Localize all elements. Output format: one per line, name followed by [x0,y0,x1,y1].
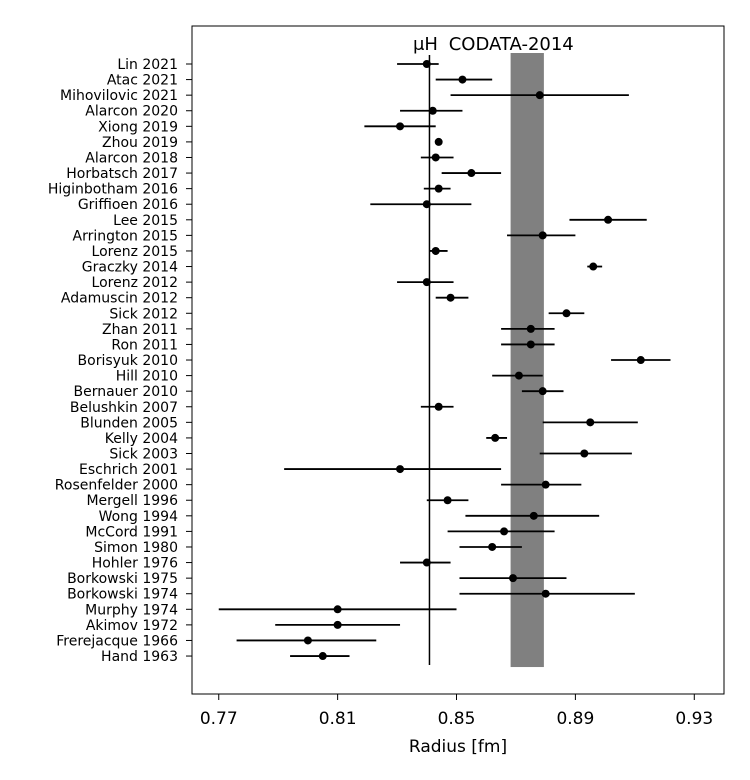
point-mihovilovic-2021 [535,91,544,100]
point-arrington-2015 [538,231,547,240]
point-griffioen-2016 [422,200,431,209]
y-label-borisyuk-2010: Borisyuk 2010 [78,353,178,369]
data-marks [218,60,671,661]
y-label-adamuscin-2012: Adamuscin 2012 [61,291,178,307]
y-label-rosenfelder-2000: Rosenfelder 2000 [55,478,178,494]
point-adamuscin-2012 [446,293,455,302]
y-label-sick-2003: Sick 2003 [109,447,178,463]
point-simon-1980 [488,542,497,551]
y-label-horbatsch-2017: Horbatsch 2017 [66,166,178,182]
codata-band [510,53,544,668]
y-label-wong-1994: Wong 1994 [99,509,179,525]
y-label-arrington-2015: Arrington 2015 [73,228,179,244]
y-label-hill-2010: Hill 2010 [116,369,178,385]
point-frerejacque-1966 [303,636,312,645]
point-mccord-1991 [500,527,509,536]
y-label-higinbotham-2016: Higinbotham 2016 [48,182,178,198]
y-label-blunden-2005: Blunden 2005 [80,415,178,431]
point-xiong-2019 [396,122,405,131]
point-hohler-1976 [422,558,431,567]
point-alarcon-2020 [428,106,437,115]
y-label-atac-2021: Atac 2021 [107,73,178,89]
x-tick-label-4: 0.93 [675,709,713,729]
point-kelly-2004 [491,433,500,442]
codata-label: CODATA-2014 [449,34,574,55]
y-label-sick-2012: Sick 2012 [109,306,178,322]
x-tick-label-0: 0.77 [200,709,238,729]
point-lorenz-2015 [431,246,440,255]
y-label-frerejacque-1966: Frerejacque 1966 [56,633,178,649]
y-label-lin-2021: Lin 2021 [117,57,178,73]
y-label-griffioen-2016: Griffioen 2016 [78,197,178,213]
y-label-bernauer-2010: Bernauer 2010 [73,384,178,400]
y-label-akimov-1972: Akimov 1972 [86,618,178,634]
y-label-simon-1980: Simon 1980 [94,540,178,556]
point-eschrich-2001 [396,465,405,474]
point-belushkin-2007 [434,402,443,411]
y-label-mccord-1991: McCord 1991 [85,524,178,540]
x-ticks: 0.77 0.81 0.85 0.89 0.93 [200,694,713,729]
y-label-lorenz-2015: Lorenz 2015 [92,244,178,260]
y-label-mergell-1996: Mergell 1996 [86,493,178,509]
point-murphy-1974 [333,605,342,614]
y-label-eschrich-2001: Eschrich 2001 [79,462,178,478]
y-label-belushkin-2007: Belushkin 2007 [70,400,178,416]
y-label-xiong-2019: Xiong 2019 [98,119,178,135]
y-label-lee-2015: Lee 2015 [113,213,178,229]
point-sick-2012 [562,309,571,318]
point-ron-2011 [526,340,535,349]
point-graczky-2014 [589,262,598,271]
point-wong-1994 [529,511,538,520]
point-horbatsch-2017 [467,169,476,178]
point-lee-2015 [604,215,613,224]
point-hand-1963 [318,652,327,661]
point-zhan-2011 [526,324,535,333]
point-borkowski-1974 [541,589,550,598]
point-akimov-1972 [333,620,342,629]
y-label-zhou-2019: Zhou 2019 [102,135,178,151]
point-rosenfelder-2000 [541,480,550,489]
point-borkowski-1975 [508,574,517,583]
x-tick-label-2: 0.85 [438,709,476,729]
y-label-ron-2011: Ron 2011 [111,337,178,353]
y-label-zhan-2011: Zhan 2011 [102,322,178,338]
y-label-murphy-1974: Murphy 1974 [85,602,178,618]
point-borisyuk-2010 [636,356,645,365]
y-label-alarcon-2018: Alarcon 2018 [85,150,178,166]
y-label-lorenz-2012: Lorenz 2012 [92,275,178,291]
point-lin-2021 [422,60,431,68]
point-alarcon-2018 [431,153,440,162]
point-mergell-1996 [443,496,452,505]
point-lorenz-2012 [422,278,431,287]
point-higinbotham-2016 [434,184,443,193]
x-tick-label-3: 0.89 [556,709,594,729]
x-axis-label: Radius [fm] [409,737,507,757]
y-label-borkowski-1975: Borkowski 1975 [67,571,178,587]
y-label-hohler-1976: Hohler 1976 [92,556,178,572]
point-sick-2003 [580,449,589,458]
y-label-hand-1963: Hand 1963 [101,649,178,665]
y-label-mihovilovic-2021: Mihovilovic 2021 [60,88,178,104]
point-blunden-2005 [586,418,595,427]
y-label-alarcon-2020: Alarcon 2020 [85,104,178,120]
y-label-graczky-2014: Graczky 2014 [82,260,178,276]
point-atac-2021 [458,75,467,84]
x-tick-label-1: 0.81 [319,709,357,729]
point-hill-2010 [514,371,523,380]
y-label-borkowski-1974: Borkowski 1974 [67,587,178,603]
muh-label: μH [413,34,438,55]
point-zhou-2019 [434,137,443,146]
y-label-kelly-2004: Kelly 2004 [105,431,178,447]
point-bernauer-2010 [538,387,547,396]
